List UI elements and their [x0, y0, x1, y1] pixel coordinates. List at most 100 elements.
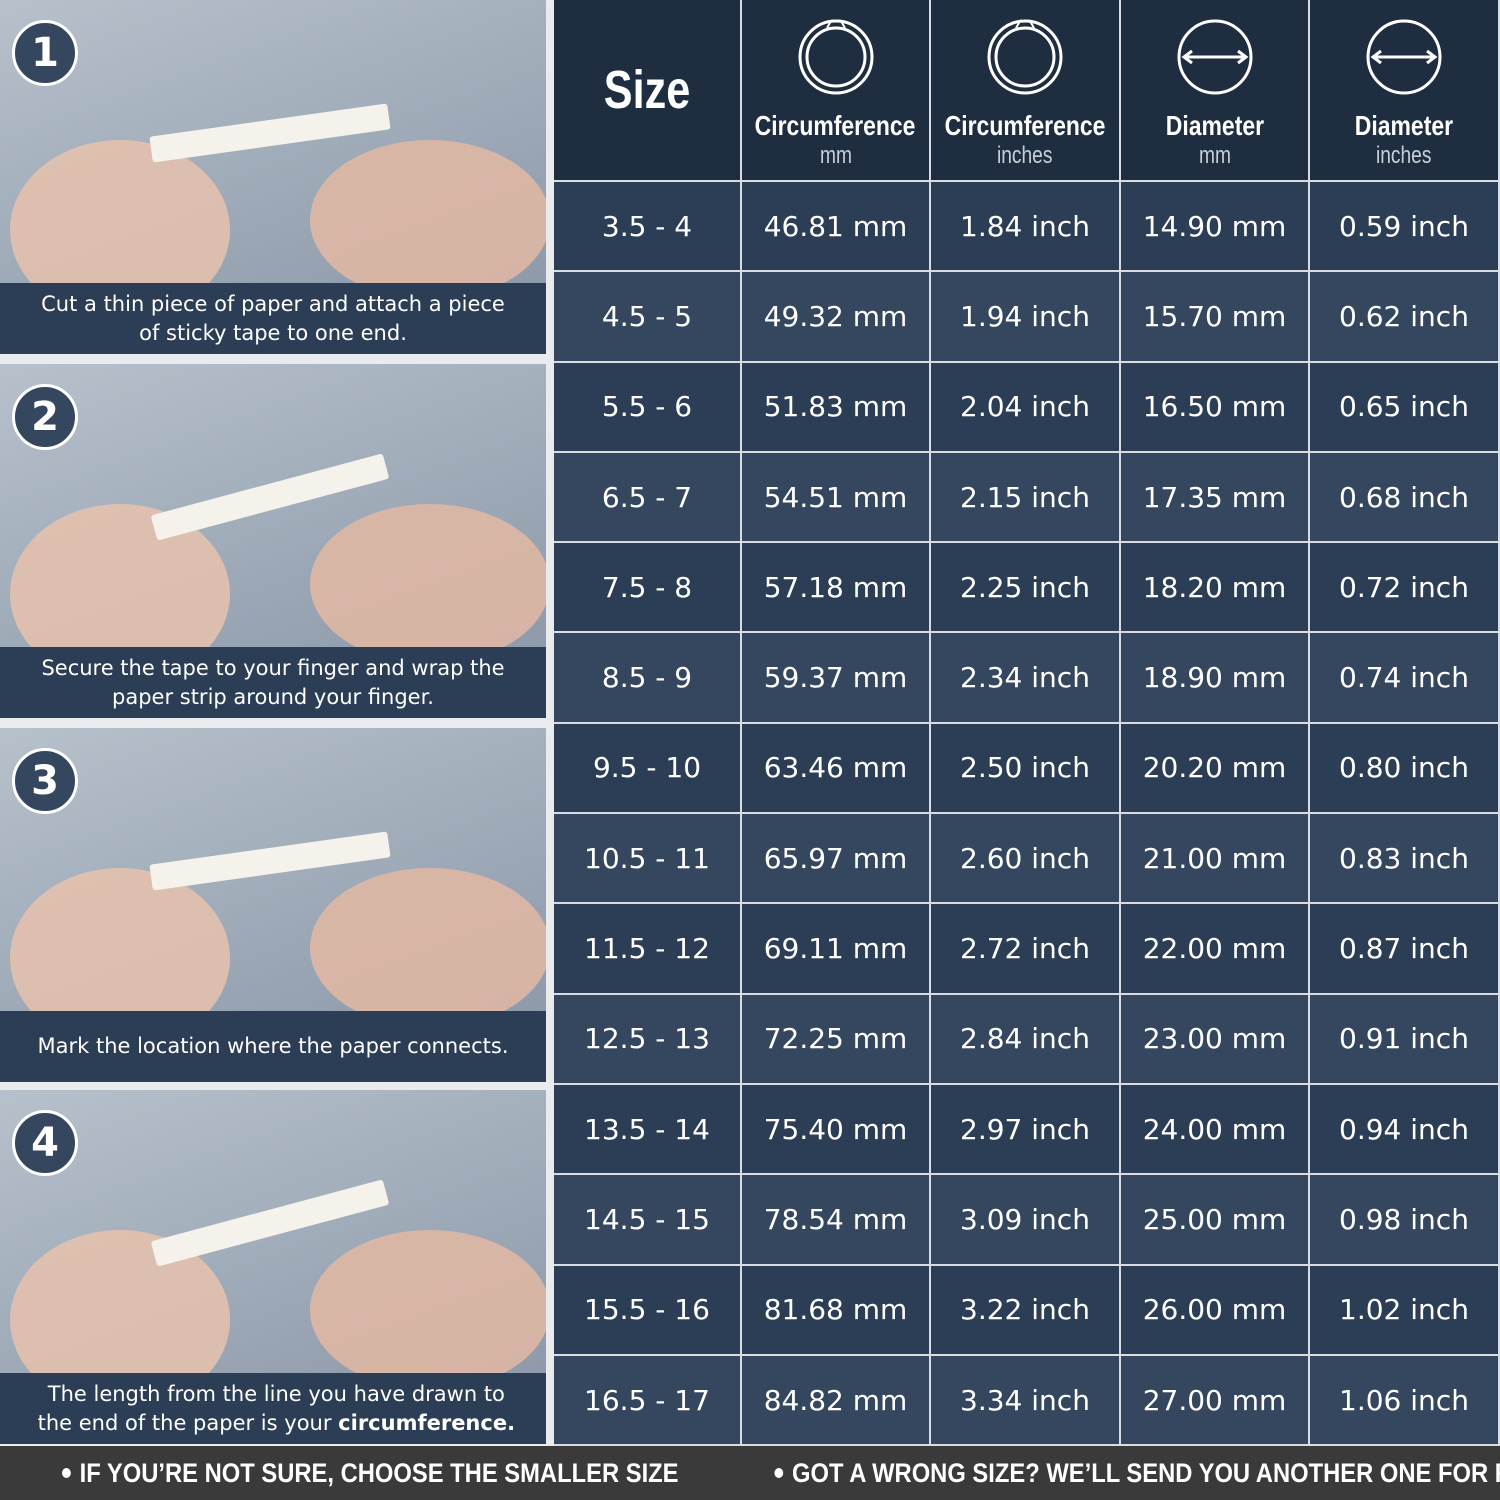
measurement-cell: 14.90 mm: [1121, 182, 1308, 271]
measurement-cell: 21.00 mm: [1121, 814, 1308, 903]
measurement-cell: 1.84 inch: [931, 182, 1119, 271]
measurement-cell: 84.82 mm: [742, 1355, 929, 1445]
header-icon: [987, 19, 1063, 95]
banner: IF YOU’RE NOT SURE, CHOOSE THE SMALLER S…: [0, 1446, 1500, 1500]
measurement-cell: 46.81 mm: [742, 182, 929, 271]
measurement-cell: 18.90 mm: [1121, 633, 1308, 722]
measurement-cell: 18.20 mm: [1121, 543, 1308, 632]
step-caption: Cut a thin piece of paper and attach a p…: [0, 283, 546, 354]
column-unit: inches: [1376, 142, 1432, 169]
header-icon: [1177, 19, 1252, 95]
size-table: Size Circumference mm Circumference inches D…: [554, 0, 1500, 1446]
size-cell: 14.5 - 15: [554, 1175, 740, 1264]
size-cell: 9.5 - 10: [554, 723, 740, 813]
measurement-cell: 1.94 inch: [931, 272, 1119, 361]
measurement-cell: 63.46 mm: [742, 723, 929, 813]
measurement-cell: 0.91 inch: [1310, 994, 1498, 1083]
step-photo: [10, 103, 546, 283]
measurement-cell: 81.68 mm: [742, 1265, 929, 1354]
banner-text: GOT A WRONG SIZE? WE’LL SEND YOU ANOTHER…: [791, 1457, 1500, 1488]
header-cell: Diameter mm: [1121, 0, 1308, 180]
measurement-cell: 2.04 inch: [931, 362, 1119, 451]
measurement-cell: 0.65 inch: [1310, 362, 1498, 451]
measurement-cell: 26.00 mm: [1121, 1265, 1308, 1354]
measurement-cell: 23.00 mm: [1121, 994, 1308, 1083]
header-cell: Size: [554, 0, 740, 180]
caption-text: Cut a thin piece of paper and attach a p…: [41, 291, 505, 345]
size-cell: 4.5 - 5: [554, 272, 740, 361]
measurement-cell: 0.62 inch: [1310, 272, 1498, 361]
banner-item: GOT A WRONG SIZE? WE’LL SEND YOU ANOTHER…: [774, 1458, 1500, 1489]
measurement-cell: 0.59 inch: [1310, 182, 1498, 271]
measurement-cell: 17.35 mm: [1121, 452, 1308, 542]
column-title: Diameter: [1165, 110, 1264, 141]
caption-line: The length from the line you have drawn …: [37, 1380, 516, 1438]
header-cell: Circumference inches: [931, 0, 1119, 180]
measurement-cell: 2.15 inch: [931, 452, 1119, 542]
measurement-cell: 2.60 inch: [931, 814, 1119, 903]
measurement-cell: 1.02 inch: [1310, 1265, 1498, 1354]
size-cell: 16.5 - 17: [554, 1355, 740, 1445]
measurement-cell: 0.72 inch: [1310, 543, 1498, 632]
caption-text: The length from the line you have drawn …: [37, 1381, 505, 1435]
measurement-cell: 54.51 mm: [742, 452, 929, 542]
measurement-cell: 2.50 inch: [931, 723, 1119, 813]
step-panel: 3 Mark the location where the paper conne…: [0, 728, 546, 1082]
measurement-cell: 25.00 mm: [1121, 1175, 1308, 1264]
measurement-cell: 2.72 inch: [931, 904, 1119, 993]
step-caption: Mark the location where the paper connec…: [0, 1011, 546, 1082]
step-panel: 1 Cut a thin piece of paper and attach a …: [0, 0, 546, 354]
measurement-cell: 16.50 mm: [1121, 362, 1308, 451]
measurement-cell: 0.83 inch: [1310, 814, 1498, 903]
measurement-cell: 78.54 mm: [742, 1175, 929, 1264]
caption-text: Mark the location where the paper connec…: [37, 1034, 509, 1058]
size-cell: 7.5 - 8: [554, 543, 740, 632]
measurement-cell: 24.00 mm: [1121, 1084, 1308, 1174]
measurement-cell: 3.34 inch: [931, 1355, 1119, 1445]
measurement-cell: 2.84 inch: [931, 994, 1119, 1083]
bullet: [62, 1468, 71, 1478]
measurement-cell: 15.70 mm: [1121, 272, 1308, 361]
measurement-cell: 1.06 inch: [1310, 1355, 1498, 1445]
column-title: Circumference: [755, 110, 916, 141]
step-photo: [10, 1180, 546, 1373]
column-unit: mm: [1198, 142, 1231, 169]
size-cell: 12.5 - 13: [554, 994, 740, 1083]
size-cell: 15.5 - 16: [554, 1265, 740, 1354]
step-number: 1: [12, 20, 78, 86]
measurement-cell: 2.25 inch: [931, 543, 1119, 632]
measurement-cell: 75.40 mm: [742, 1084, 929, 1174]
measurement-cell: 65.97 mm: [742, 814, 929, 903]
measurement-cell: 20.20 mm: [1121, 723, 1308, 813]
measurement-cell: 69.11 mm: [742, 904, 929, 993]
step-panel: 4 The length from the line you have draw…: [0, 1090, 546, 1444]
size-cell: 5.5 - 6: [554, 362, 740, 451]
column-unit: inches: [997, 142, 1053, 169]
measurement-cell: 57.18 mm: [742, 543, 929, 632]
measurement-cell: 59.37 mm: [742, 633, 929, 722]
measurement-cell: 0.98 inch: [1310, 1175, 1498, 1264]
measurement-cell: 3.22 inch: [931, 1265, 1119, 1354]
measurement-cell: 0.80 inch: [1310, 723, 1498, 813]
step-number: 4: [12, 1110, 78, 1176]
size-cell: 13.5 - 14: [554, 1084, 740, 1174]
step-caption: Secure the tape to your finger and wrap …: [0, 647, 546, 718]
measurement-cell: 2.34 inch: [931, 633, 1119, 722]
measurement-cell: 72.25 mm: [742, 994, 929, 1083]
bullet: [774, 1468, 783, 1478]
step-number: 3: [12, 748, 78, 814]
size-cell: 6.5 - 7: [554, 452, 740, 542]
step-panel: 2 Secure the tape to your finger and wrap…: [0, 364, 546, 718]
header-cell: Circumference mm: [742, 0, 929, 180]
size-cell: 11.5 - 12: [554, 904, 740, 993]
banner-text: IF YOU’RE NOT SURE, CHOOSE THE SMALLER S…: [79, 1457, 679, 1488]
caption-bold: circumference.: [338, 1410, 516, 1435]
size-cell: 10.5 - 11: [554, 814, 740, 903]
column-title: Diameter: [1354, 110, 1454, 141]
header-icon: [798, 19, 873, 95]
measurement-cell: 3.09 inch: [931, 1175, 1119, 1264]
size-cell: 3.5 - 4: [554, 182, 740, 271]
column-title: Circumference: [944, 110, 1106, 141]
header-icon: [1366, 19, 1442, 95]
size-cell: 8.5 - 9: [554, 633, 740, 722]
